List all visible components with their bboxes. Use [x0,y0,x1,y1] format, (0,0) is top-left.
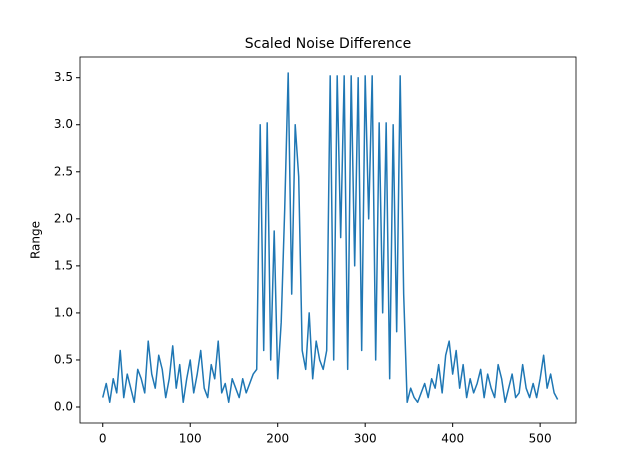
x-tick-label: 300 [354,432,377,446]
x-tick-label: 400 [441,432,464,446]
x-tick-label: 500 [529,432,552,446]
x-tick-label: 100 [179,432,202,446]
chart-title: Scaled Noise Difference [245,36,411,52]
y-tick-label: 0.0 [54,400,73,414]
data-line [102,72,559,404]
x-tick-label: 200 [266,432,289,446]
x-tick-label: 0 [99,432,107,446]
y-tick-label: 1.0 [54,305,73,319]
y-axis-label: Range [29,221,43,259]
y-tick-label: 2.0 [54,211,73,225]
y-tick-label: 3.0 [54,117,73,131]
y-tick-label: 1.5 [54,258,73,272]
plot-frame [79,56,577,424]
y-tick-label: 0.5 [54,352,73,366]
y-tick-label: 2.5 [54,164,73,178]
y-tick-label: 3.5 [54,70,73,84]
